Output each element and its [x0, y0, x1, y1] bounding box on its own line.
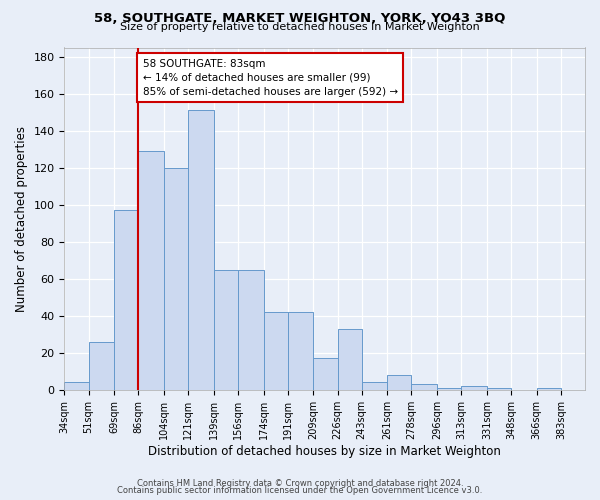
Bar [238, 270, 263, 390]
Bar [362, 382, 387, 390]
Text: 58, SOUTHGATE, MARKET WEIGHTON, YORK, YO43 3BQ: 58, SOUTHGATE, MARKET WEIGHTON, YORK, YO… [94, 12, 506, 26]
Bar [387, 375, 412, 390]
Bar [89, 342, 114, 390]
Bar [437, 388, 461, 390]
Bar [412, 384, 437, 390]
Bar [288, 312, 313, 390]
Text: Contains public sector information licensed under the Open Government Licence v3: Contains public sector information licen… [118, 486, 482, 495]
Text: Size of property relative to detached houses in Market Weighton: Size of property relative to detached ho… [120, 22, 480, 32]
Bar [487, 388, 511, 390]
Y-axis label: Number of detached properties: Number of detached properties [15, 126, 28, 312]
Bar [313, 358, 338, 390]
Bar [536, 388, 561, 390]
Bar [188, 110, 214, 390]
Text: Contains HM Land Registry data © Crown copyright and database right 2024.: Contains HM Land Registry data © Crown c… [137, 478, 463, 488]
Bar [214, 270, 238, 390]
Bar [139, 151, 164, 390]
Bar [114, 210, 139, 390]
Text: 58 SOUTHGATE: 83sqm
← 14% of detached houses are smaller (99)
85% of semi-detach: 58 SOUTHGATE: 83sqm ← 14% of detached ho… [143, 58, 398, 96]
Bar [164, 168, 188, 390]
X-axis label: Distribution of detached houses by size in Market Weighton: Distribution of detached houses by size … [148, 444, 501, 458]
Bar [64, 382, 89, 390]
Bar [263, 312, 288, 390]
Bar [338, 329, 362, 390]
Bar [461, 386, 487, 390]
